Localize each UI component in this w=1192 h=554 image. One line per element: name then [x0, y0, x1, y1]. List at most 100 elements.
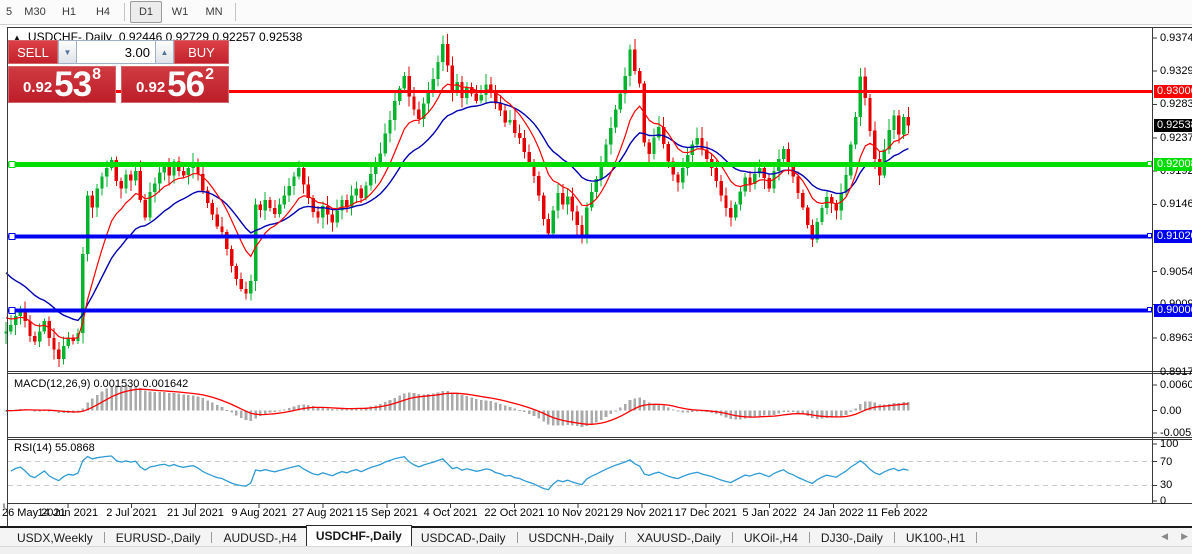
buy-price-prefix: 0.92 [135, 79, 166, 96]
ma-slow-line[interactable] [5, 101, 909, 322]
chart-tab-XAUUSD-Daily[interactable]: XAUUSD-,Daily [636, 531, 721, 545]
timeframe-button-H4[interactable]: H4 [95, 6, 111, 18]
tab-separator [516, 532, 518, 543]
chart-tab-USDCAD-Daily[interactable]: USDCAD-,Daily [420, 531, 506, 545]
date-label: 14 Jun 2021 [37, 507, 99, 519]
candles-layer [4, 34, 911, 368]
toolbar-separator [235, 3, 236, 21]
macd-tick-label: -0.005228 [1160, 427, 1192, 439]
hline-label-handle [1147, 307, 1152, 313]
chart-tab-DJ30-Daily[interactable]: DJ30-,Daily [820, 531, 883, 545]
rsi-tick-label: 0 [1160, 495, 1167, 507]
sell-button[interactable]: SELL [8, 40, 58, 64]
buy-price-box[interactable]: 0.92 56 2 [121, 66, 229, 103]
date-label: 5 Jan 2022 [742, 507, 797, 519]
rsi-tick-label: 70 [1160, 455, 1173, 468]
rsi-tick-label: 100 [1160, 438, 1179, 450]
timeframe-button-H1[interactable]: H1 [61, 6, 77, 18]
tab-separator [976, 532, 978, 543]
tab-separator [731, 532, 733, 543]
hline-price-label: 0.90006 [1147, 304, 1192, 318]
timeframe-button-D1[interactable]: D1 [130, 1, 162, 23]
tab-separator [103, 532, 105, 543]
hline-handle[interactable] [8, 233, 16, 241]
buy-price-pip: 2 [205, 66, 215, 83]
tab-separator [808, 532, 810, 543]
date-label: 29 Nov 2021 [610, 507, 674, 519]
date-label: 17 Dec 2021 [674, 507, 737, 519]
date-label: 27 Aug 2021 [292, 507, 354, 519]
tab-scroll-right-icon[interactable]: ▶ [1181, 531, 1188, 541]
rsi-pane-label: RSI(14) 55.0868 [14, 442, 95, 454]
date-label: 2 Jul 2021 [106, 507, 157, 519]
macd-signal-line [5, 388, 909, 425]
tab-separator [893, 532, 895, 543]
timeframe-button-M30[interactable]: M30 [24, 6, 46, 18]
date-label: 24 Jan 2022 [803, 507, 864, 519]
timeframe-button-W1[interactable]: W1 [171, 6, 189, 18]
tab-separator [624, 532, 626, 543]
macd-pane-label: MACD(12,26,9) 0.001530 0.001642 [14, 378, 188, 390]
macd-values: 0.001530 0.001642 [93, 378, 189, 390]
rsi-name: RSI(14) [14, 442, 52, 454]
buy-price-big: 56 [167, 65, 205, 105]
date-label: 26 May 2021 [2, 507, 66, 519]
timeframe-toolbar: 5 M30 H1 H4 D1 W1 MN [0, 0, 1192, 25]
buy-button[interactable]: BUY [174, 40, 229, 64]
collapse-chart-icon[interactable]: ▲ [13, 32, 21, 42]
macd-histogram [4, 385, 910, 427]
chart-tab-UKOil-H4[interactable]: UKOil-,H4 [743, 531, 798, 545]
hline-price-label: 0.92008 [1147, 157, 1192, 171]
sell-price-box[interactable]: 0.92 53 8 [8, 66, 116, 103]
tab-separator [211, 532, 213, 543]
sell-price-big: 53 [54, 65, 92, 105]
volume-input[interactable] [77, 40, 155, 64]
hline-label-handle [1147, 233, 1152, 239]
sell-price-pip: 8 [92, 66, 102, 83]
date-label: 21 Jul 2021 [166, 507, 224, 519]
tab-scroll-left-icon[interactable]: ◀ [1161, 531, 1169, 541]
toolbar-separator [124, 3, 125, 21]
ma-fast-line[interactable] [5, 83, 909, 340]
rsi-value: 55.0868 [54, 442, 95, 454]
macd-name: MACD(12,26,9) [14, 378, 91, 390]
hline-handle[interactable] [8, 307, 16, 315]
hline-handle[interactable] [8, 160, 16, 168]
chart-tab-AUDUSD-H4[interactable]: AUDUSD-,H4 [223, 531, 297, 545]
chart-tab-UK100-H1[interactable]: UK100-,H1 [905, 531, 966, 545]
date-label: 9 Aug 2021 [231, 507, 288, 519]
chart-tab-USDCHF-Daily[interactable]: USDCHF-,Daily [305, 525, 412, 546]
one-click-trading-panel: SELL ▼ ▲ BUY 0.92 53 8 0.92 56 2 [8, 40, 229, 103]
timeframe-button-5[interactable]: 5 [5, 6, 13, 18]
chart-tab-bar: USDX,Weekly EURUSD-,Daily AUDUSD-,H4 USDCHF… [0, 525, 1192, 546]
chart-tab-EURUSD-Daily[interactable]: EURUSD-,Daily [115, 531, 201, 545]
sell-price-prefix: 0.92 [22, 79, 53, 96]
hline-price-label: 0.93006 [1154, 85, 1192, 99]
date-label: 4 Oct 2021 [423, 507, 478, 519]
date-label: 15 Sep 2021 [355, 507, 418, 519]
rsi-tick-label: 30 [1160, 479, 1173, 492]
hline-label-handle [1147, 160, 1152, 166]
timeframe-button-MN[interactable]: MN [205, 6, 223, 18]
date-label: 22 Oct 2021 [484, 507, 545, 519]
date-label: 10 Nov 2021 [546, 507, 610, 519]
volume-decrease-button[interactable]: ▼ [58, 40, 77, 64]
date-label: 11 Feb 2022 [866, 507, 928, 519]
chart-tab-USDCNH-Daily[interactable]: USDCNH-,Daily [528, 531, 614, 545]
rsi-line [10, 455, 909, 491]
chart-tab-USDX-Weekly[interactable]: USDX,Weekly [17, 531, 93, 545]
tab-scroll-controls: ◀ ▶ [1161, 531, 1188, 542]
status-strip [0, 546, 1192, 554]
volume-increase-button[interactable]: ▲ [155, 40, 174, 64]
